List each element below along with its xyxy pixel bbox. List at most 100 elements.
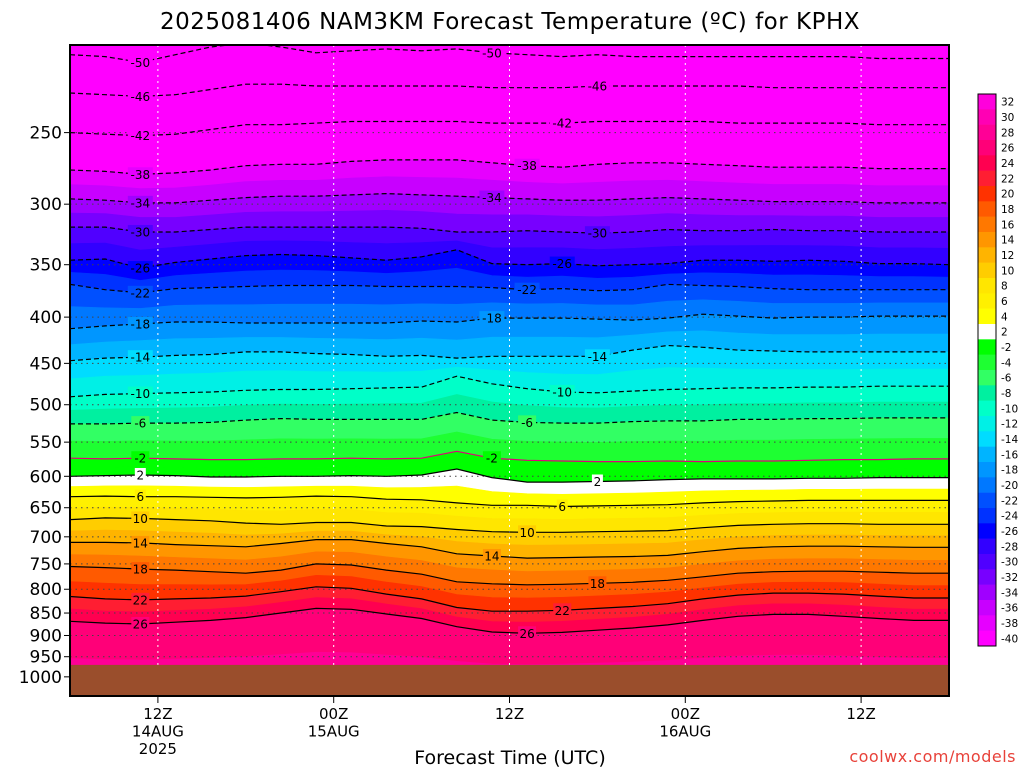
colorbar: 32 30 28 26 24 22 20 18 16 14 12 10 8 6 4 2 -2 -4 -6 -8 -10 -… [977,93,1018,647]
colorbar-swatch [978,569,996,585]
y-tick-label: 400 [30,308,62,328]
contour-label: 26 [133,617,148,631]
contour-label: 14 [133,536,148,550]
contour-label: 22 [133,593,148,607]
colorbar-swatch [978,232,996,248]
colorbar-swatch [978,170,996,187]
colorbar-swatch [978,216,996,233]
contour-label-bg [127,195,153,209]
colorbar-label: 6 [1001,296,1008,308]
colorbar-swatch [978,554,996,570]
isotherm-line [70,468,949,483]
isotherm-line [70,45,949,63]
colorbar-swatch [978,124,996,141]
contour-label-bg [556,499,568,513]
contour-label: -30 [131,225,151,239]
contour-label: -34 [482,191,502,205]
colorbar-label: -2 [1001,342,1011,354]
contour-label-bg [131,535,150,549]
colorbar-swatch [978,324,996,340]
isotherm-line [70,120,949,137]
colorbar-label: 26 [1001,143,1015,155]
contour-label: -10 [131,387,151,401]
contour-label: -14 [588,350,608,364]
isotherm-line [70,563,949,586]
ground-surface [70,664,949,696]
isotherm-line [70,283,949,294]
colorbar-label: -26 [1001,526,1018,538]
y-tick-label: 450 [30,354,62,374]
contour-label-bg [131,592,150,606]
colorbar-swatch [978,508,996,524]
contour-label: -26 [131,262,151,276]
contour-label-bg [479,45,505,59]
colorbar-label: -6 [1001,373,1012,385]
colorbar-swatch [978,354,996,371]
colorbar-label: -16 [1001,449,1018,461]
y-tick-label: 800 [30,580,62,600]
colorbar-swatch [978,109,996,125]
credit-link[interactable]: coolwx.com/models [849,747,1016,766]
colorbar-swatch [978,416,996,432]
colorbar-label: -24 [1001,511,1018,523]
contour-label-bg [518,525,537,539]
isotherm-line [70,344,949,362]
contour-label: -50 [482,46,502,60]
colorbar-label: 10 [1001,265,1014,277]
contour-label-bg [127,55,153,69]
grid-lines [70,45,949,696]
contour-label-bg [131,562,150,576]
colorbar-label: 24 [1001,158,1015,170]
contour-label: -10 [552,385,572,399]
contour-label-bg [482,548,501,562]
y-tick-label: 250 [30,124,62,144]
contour-label-bg [584,78,610,92]
isotherm-line [70,517,949,533]
x-tick-label: 00Z [671,705,700,723]
colorbar-swatch [978,293,996,309]
contour-label: -22 [131,286,151,300]
colorbar-swatch [978,600,996,616]
colorbar-label: 16 [1001,219,1015,231]
x-tick-label: 16AUG [659,723,711,741]
colorbar-swatch [978,400,996,417]
colorbar-swatch [978,462,996,478]
y-tick-label: 350 [30,256,62,276]
contour-labels: -50-50-46-46-42-42-38-38-34 -34-30 -30-26-… [127,45,610,641]
contour-label-bg [518,626,537,640]
colorbar-swatch [978,94,996,110]
colorbar-label: -8 [1001,388,1011,400]
isotherm-line [70,586,949,612]
contour-label: -46 [131,90,151,104]
colorbar-label: -32 [1001,572,1018,584]
chart-title: 2025081406 NAM3KM Forecast Temperature (… [160,9,860,35]
y-tick-label: 1000 [19,668,62,688]
isotherm-line [70,249,949,269]
contour-label-bg [134,467,146,481]
contour-label-bg [127,386,153,400]
isotherm-line [70,313,949,330]
colorbar-label: 14 [1001,235,1015,247]
y-tick-label: 650 [30,499,62,519]
colorbar-swatch [978,262,996,279]
contour-label-bg [127,285,153,299]
contour-label-bg [549,384,575,398]
colorbar-swatch [978,523,996,539]
contour-label: 18 [133,563,148,577]
colorbar-swatch [978,308,996,325]
contour-label-bg [549,116,575,130]
colorbar-label: 12 [1001,250,1014,262]
contour-label: -6 [134,417,146,431]
x-tick-label: 12Z [495,705,524,723]
contour-label: 22 [555,604,570,618]
contour-label: -2 [486,452,498,466]
contour-label-bg [518,415,537,429]
x-axis-label: Forecast Time (UTC) [414,747,605,768]
contour-label: -42 [131,129,151,143]
colorbar-swatch [978,492,996,509]
isotherm-line [70,495,949,508]
colorbar-label: -14 [1001,434,1018,446]
contour-label-bg [479,311,505,325]
colorbar-label: -20 [1001,480,1018,492]
contour-label-bg [127,167,153,181]
